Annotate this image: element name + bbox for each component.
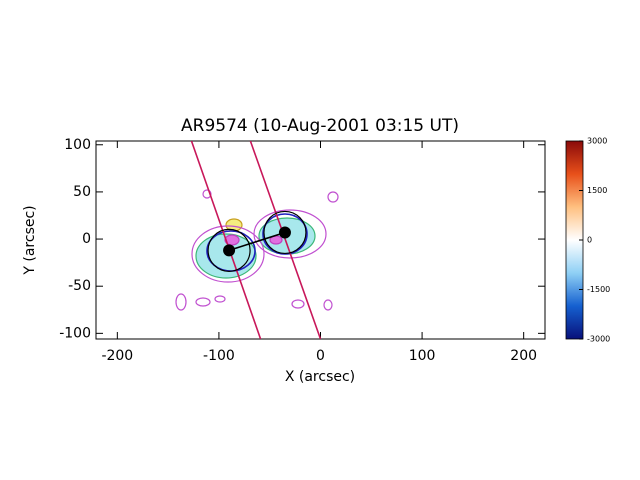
y-tick-label: 100 [64,137,91,153]
colorbar-tick-label: -3000 [587,335,610,344]
contours [175,189,339,311]
y-tick-label: -50 [68,278,91,294]
contour [327,191,339,203]
x-tick-label: -100 [203,348,235,364]
y-tick-label: -100 [59,325,91,341]
y-axis-label: Y (arcsec) [22,205,38,275]
colorbar: -3000 -1500 0 1500 3000 [565,137,610,344]
contour [224,234,240,246]
y-tick-label: 0 [82,231,91,247]
ring [207,228,251,272]
contour [323,299,333,311]
contour [191,225,265,283]
point [223,244,236,257]
colorbar-tick-label: 3000 [587,137,607,146]
y-tick-label: 50 [73,184,91,200]
slit-line [249,141,322,339]
colorbar-tick-label: 1500 [587,186,607,195]
contour [202,189,212,199]
x-tick-label: 100 [409,348,436,364]
x-tick-label: -200 [101,348,133,364]
contour [195,297,211,307]
slit-line [190,141,262,339]
contour [214,295,226,303]
contour [175,293,187,311]
plot-frame [95,140,546,340]
point [278,226,291,239]
contour [253,209,327,259]
ring [263,210,307,255]
colorbar-tick-label: 0 [587,236,592,245]
colorbar-tick-label: -1500 [587,285,610,294]
x-tick-label: 200 [510,348,537,364]
x-tick-label: 0 [316,348,325,364]
chart-title: AR9574 (10-Aug-2001 03:15 UT) [181,116,459,136]
connector-line [228,231,286,252]
contour [291,299,305,309]
x-axis-label: X (arcsec) [285,369,355,385]
